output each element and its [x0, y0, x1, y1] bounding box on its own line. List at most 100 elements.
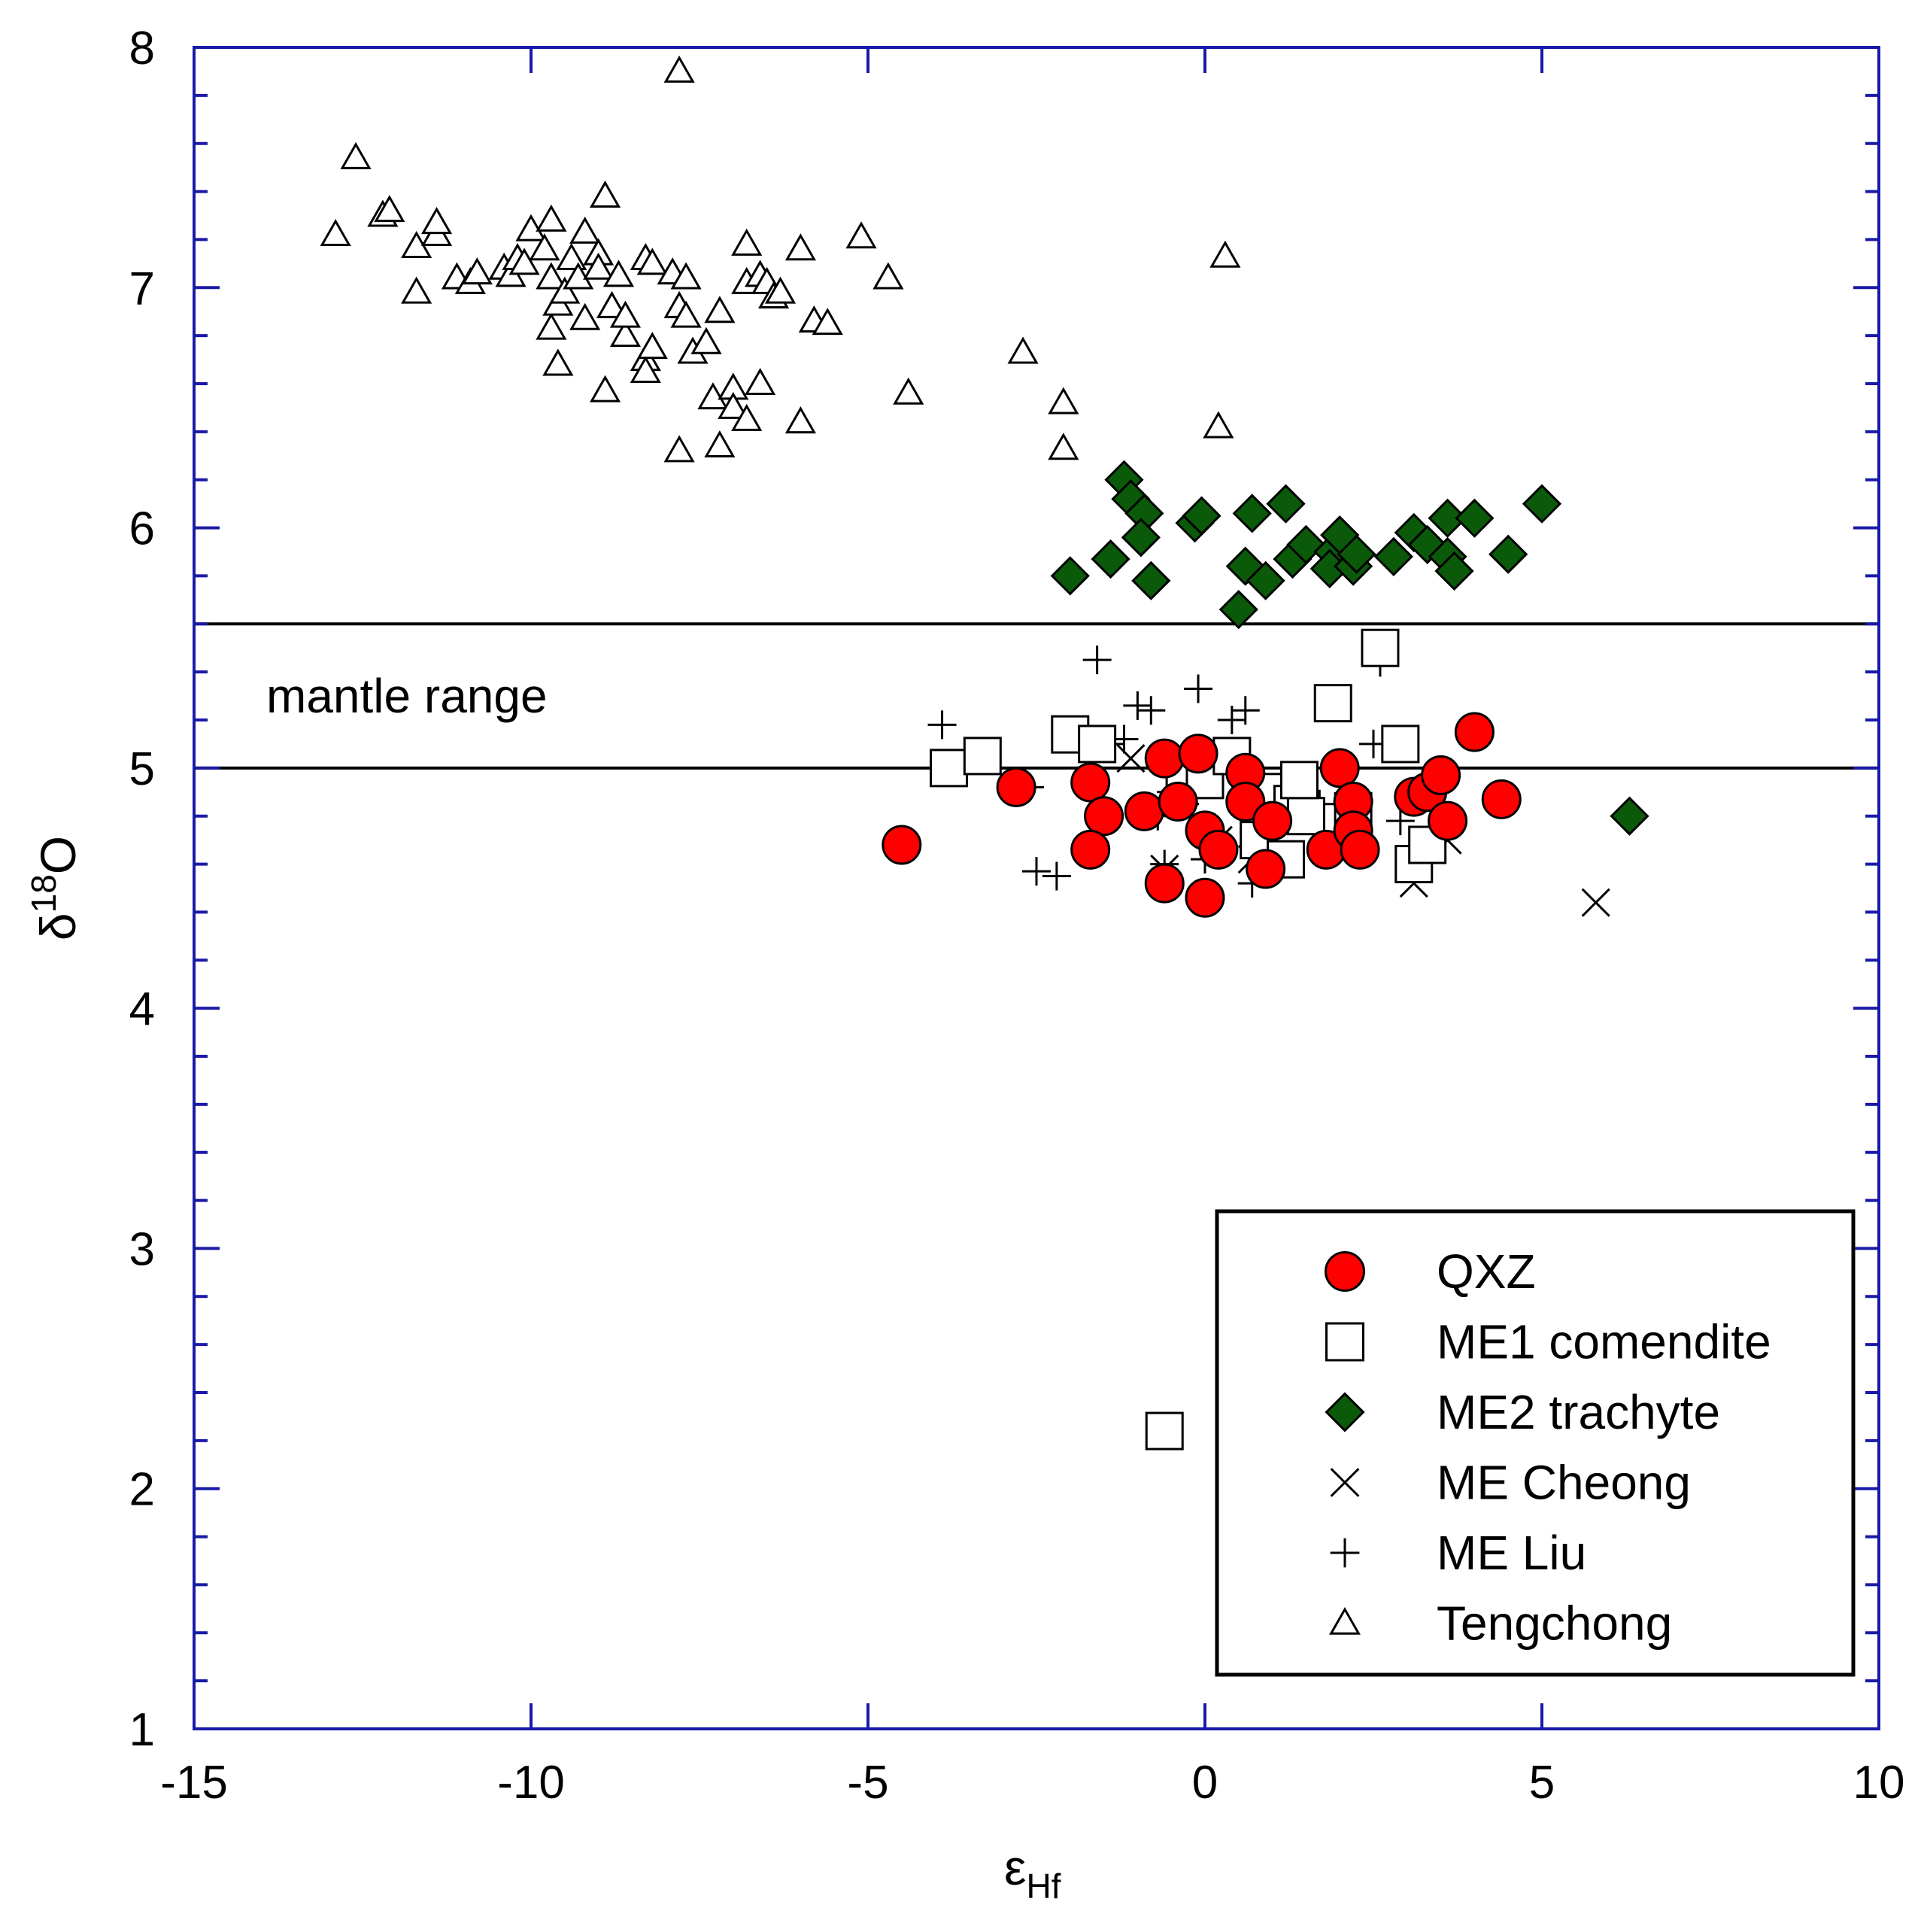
data-point-diamond	[1434, 551, 1474, 591]
data-point-triangle	[529, 233, 560, 261]
data-point-diamond	[1091, 539, 1130, 579]
data-point-triangle	[589, 375, 621, 402]
data-point-square	[1313, 684, 1352, 723]
x-tick-label: 5	[1529, 1757, 1555, 1809]
data-point-triangle	[704, 296, 736, 324]
y-tick-label: 7	[129, 263, 155, 314]
data-point-circle	[1252, 800, 1293, 841]
data-point-plus	[1022, 857, 1051, 886]
legend-label: ME2 trachyte	[1437, 1385, 1720, 1439]
data-point-triangle	[1007, 336, 1039, 364]
data-point-triangle	[320, 219, 351, 247]
data-point-triangle	[536, 312, 567, 340]
data-point-triangle	[663, 55, 695, 83]
legend-label: Tengchong	[1437, 1596, 1672, 1651]
data-point-circle	[1070, 762, 1111, 803]
data-markers	[320, 55, 1649, 1451]
data-point-diamond	[1489, 534, 1528, 574]
data-point-plus	[1042, 861, 1071, 891]
data-point-triangle	[542, 348, 574, 376]
legend-label: ME Liu	[1437, 1526, 1586, 1580]
data-point-triangle	[893, 377, 924, 405]
legend-label: QXZ	[1437, 1244, 1536, 1299]
x-tick-label: 10	[1853, 1757, 1905, 1809]
data-point-triangle	[663, 435, 695, 463]
data-point-square	[1145, 1411, 1184, 1451]
data-point-x	[1581, 888, 1610, 917]
data-point-circle	[1319, 748, 1360, 788]
data-point-triangle	[1048, 387, 1079, 415]
tick-labels: -15 -10 -5 0 5 10 1 2 3 4 5 6 7 8	[129, 23, 1905, 1809]
data-point-x	[1116, 744, 1146, 773]
y-axis-title-main: δ	[30, 913, 86, 940]
legend-label: ME Cheong	[1437, 1456, 1691, 1510]
data-point-plus	[1184, 674, 1213, 703]
data-point-diamond	[1610, 796, 1649, 836]
data-point-circle	[1246, 849, 1286, 889]
x-tick-label: -15	[160, 1757, 228, 1809]
data-point-triangle	[569, 216, 601, 244]
legend-marker-plus	[1330, 1538, 1360, 1568]
data-point-triangle	[872, 262, 904, 290]
data-point-triangle	[609, 300, 642, 328]
data-point-diamond	[1121, 518, 1161, 557]
data-point-triangle	[1048, 433, 1079, 460]
data-point-triangle	[812, 308, 843, 336]
y-axis-title-element: O	[30, 836, 86, 874]
legend-item: QXZ	[1325, 1244, 1536, 1299]
legend-item: ME2 trachyte	[1325, 1385, 1720, 1439]
data-point-diamond	[1337, 534, 1376, 574]
data-point-triangle	[1203, 411, 1234, 439]
y-tick-label: 3	[129, 1223, 155, 1275]
data-point-square	[1381, 724, 1420, 764]
data-point-circle	[1225, 782, 1266, 822]
data-point-triangle	[670, 300, 702, 328]
data-point-triangle	[784, 406, 816, 434]
data-point-triangle	[340, 141, 372, 169]
x-tick-label: 0	[1192, 1757, 1218, 1809]
data-point-circle	[1481, 779, 1522, 819]
data-point-diamond	[1266, 484, 1306, 524]
data-point-diamond	[1455, 498, 1495, 538]
legend-marker-triangle	[1329, 1607, 1361, 1635]
data-point-plus	[1136, 696, 1166, 725]
data-point-triangle	[583, 252, 615, 280]
data-point-triangle	[536, 262, 567, 290]
data-point-triangle	[602, 260, 635, 287]
data-point-square	[1286, 797, 1325, 836]
x-axis-title-subscript: Hf	[1026, 1867, 1061, 1906]
data-point-triangle	[636, 332, 668, 360]
data-point-triangle	[536, 204, 567, 232]
data-point-triangle	[420, 207, 453, 235]
series-me2-trachyte	[1050, 460, 1649, 836]
data-point-plus	[1123, 691, 1152, 720]
data-point-triangle	[508, 248, 540, 275]
y-tick-label: 8	[129, 23, 155, 74]
data-point-square	[1279, 761, 1319, 800]
data-point-circle	[1144, 738, 1185, 779]
data-point-diamond	[1522, 484, 1562, 524]
data-point-triangle	[670, 262, 702, 290]
data-point-circle	[1084, 796, 1124, 837]
data-point-triangle	[461, 257, 493, 285]
legend-marker-diamond	[1325, 1392, 1365, 1432]
data-point-triangle	[1209, 240, 1241, 268]
data-point-circle	[1124, 791, 1164, 831]
data-point-triangle	[374, 195, 405, 223]
data-point-circle	[1421, 755, 1461, 795]
data-point-triangle	[704, 430, 736, 458]
data-point-triangle	[630, 356, 661, 384]
data-point-triangle	[731, 403, 763, 431]
data-point-triangle	[764, 276, 797, 304]
data-point-diamond	[1131, 560, 1171, 600]
x-tick-label: -5	[847, 1757, 888, 1809]
legend-item: ME Cheong	[1330, 1456, 1691, 1510]
x-axis-title-main: ε	[1004, 1839, 1026, 1895]
y-tick-label: 1	[129, 1704, 155, 1756]
data-point-circle	[1428, 800, 1468, 841]
legend: QXZ ME1 comendite ME2 trachyte ME Cheong ME …	[1215, 1209, 1856, 1677]
data-point-circle	[1158, 782, 1198, 822]
legend-item: Tengchong	[1329, 1596, 1672, 1651]
legend-marker-circle	[1325, 1251, 1365, 1292]
data-point-circle	[1454, 712, 1495, 752]
